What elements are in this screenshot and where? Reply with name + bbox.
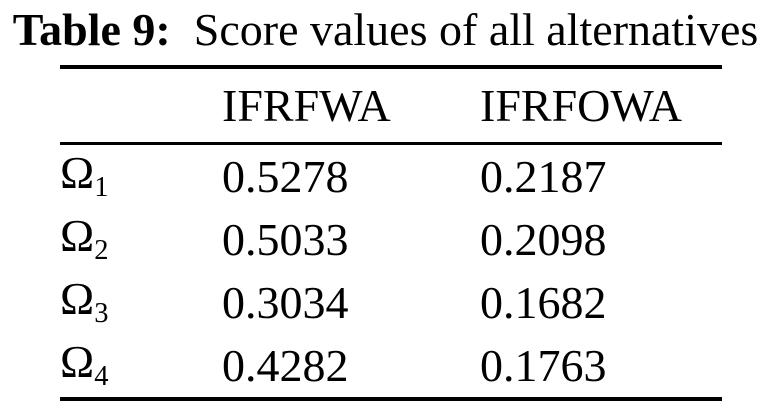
row-label: Ω1 bbox=[60, 150, 222, 203]
row-label-subscript: 3 bbox=[94, 298, 109, 330]
table-caption-title: Score values of all alternatives bbox=[193, 4, 759, 55]
ifrfwa-value: 0.3034 bbox=[222, 276, 349, 328]
ifrfwa-value: 0.5033 bbox=[222, 213, 349, 265]
ifrfowa-value: 0.1682 bbox=[480, 276, 607, 328]
header-ifrfowa: IFRFOWA bbox=[480, 79, 682, 131]
omega-symbol: Ω bbox=[60, 336, 95, 388]
ifrfwa-value: 0.5278 bbox=[222, 150, 349, 202]
row-label: Ω4 bbox=[60, 339, 222, 392]
ifrfowa-value: 0.1763 bbox=[480, 339, 607, 391]
row-label: Ω3 bbox=[60, 276, 222, 329]
table-caption-text bbox=[182, 4, 194, 55]
header-ifrfwa: IFRFWA bbox=[222, 79, 391, 131]
table-row: Ω2 0.5033 0.2098 bbox=[60, 208, 722, 271]
table-row: Ω1 0.5278 0.2187 bbox=[60, 145, 722, 208]
row-label: Ω2 bbox=[60, 213, 222, 266]
omega-symbol: Ω bbox=[60, 147, 95, 199]
omega-symbol: Ω bbox=[60, 210, 95, 262]
table-caption: Table 9: Score values of all alternative… bbox=[0, 0, 771, 60]
row-label-subscript: 4 bbox=[94, 361, 109, 393]
score-table: IFRFWA IFRFOWA Ω1 0.5278 0.2187 Ω2 0.503… bbox=[60, 65, 722, 401]
ifrfowa-value: 0.2098 bbox=[480, 213, 607, 265]
ifrfowa-value: 0.2187 bbox=[480, 150, 607, 202]
table-row: Ω4 0.4282 0.1763 bbox=[60, 334, 722, 397]
row-label-subscript: 2 bbox=[94, 235, 109, 267]
ifrfwa-value: 0.4282 bbox=[222, 339, 349, 391]
table-caption-label: Table 9: bbox=[12, 4, 171, 55]
omega-symbol: Ω bbox=[60, 273, 95, 325]
table-row: Ω3 0.3034 0.1682 bbox=[60, 271, 722, 334]
row-label-subscript: 1 bbox=[94, 172, 109, 204]
table-header-row: IFRFWA IFRFOWA bbox=[60, 69, 722, 145]
